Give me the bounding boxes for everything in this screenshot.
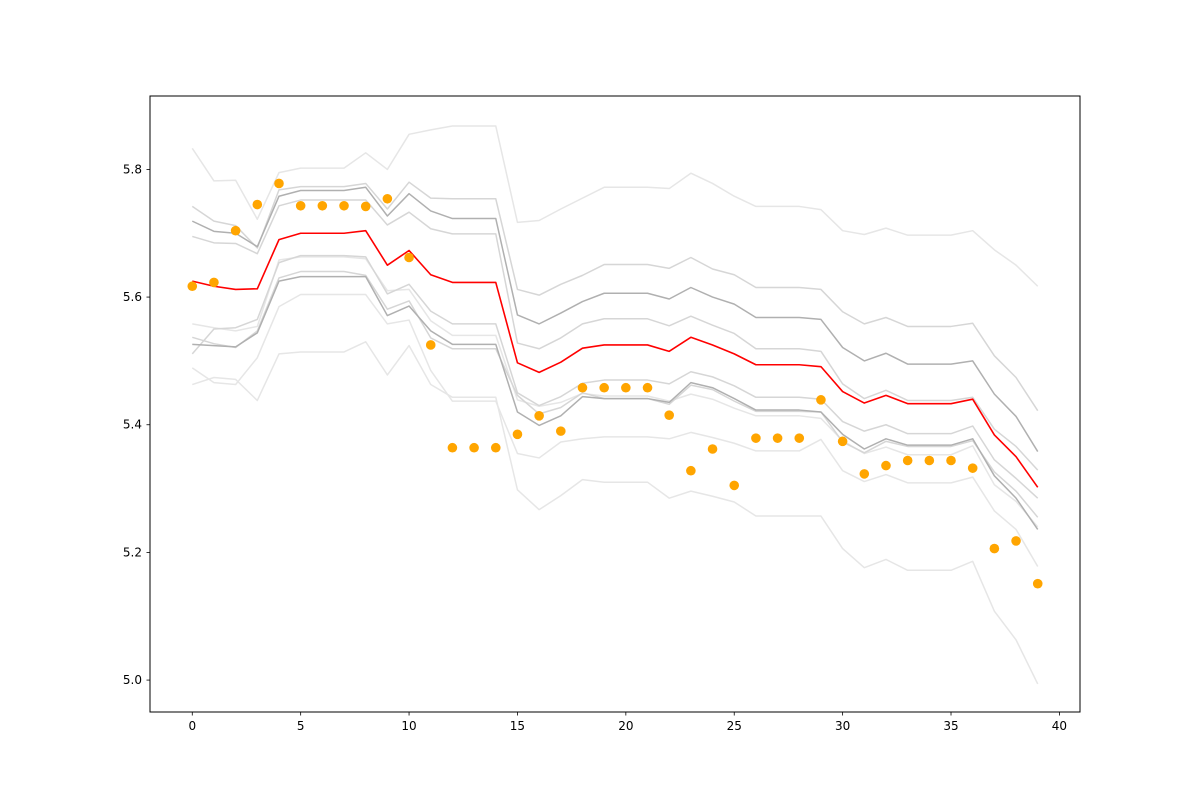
x-tick-label: 35	[943, 719, 958, 733]
x-axis: 0 5 10 15 20 25 30 35 40	[188, 712, 1067, 733]
observed-point	[230, 225, 241, 236]
band-line-7	[192, 199, 1039, 471]
x-tick-label: 0	[188, 719, 196, 733]
observed-point	[881, 460, 891, 471]
observed-point	[1032, 578, 1043, 589]
band-line-1	[191, 125, 1039, 287]
band-line-8	[191, 254, 1039, 499]
observed-point	[295, 200, 306, 211]
band-line-9	[191, 186, 1039, 452]
band-line-10	[192, 275, 1039, 530]
observed-point	[902, 455, 913, 466]
observed-point	[274, 178, 284, 189]
observed-point	[577, 382, 588, 393]
observed-point	[512, 429, 523, 440]
band-line-3	[192, 256, 1039, 528]
observed-point	[252, 199, 263, 210]
mean-line	[192, 229, 1039, 488]
observed-point	[967, 463, 978, 473]
x-tick-label: 10	[401, 719, 416, 733]
y-tick-label: 5.2	[123, 545, 142, 559]
observed-point	[686, 465, 696, 476]
observed-point	[707, 444, 718, 454]
observed-point	[946, 455, 956, 466]
observed-point	[772, 433, 783, 443]
observed-point	[360, 201, 371, 212]
y-tick-label: 5.6	[123, 290, 142, 304]
observed-point	[490, 442, 501, 453]
observed-point	[837, 436, 848, 447]
band-line-4	[191, 293, 1039, 567]
observed-point	[621, 382, 631, 393]
observed-point	[642, 382, 653, 393]
observed-point	[425, 340, 436, 350]
observed-point	[794, 433, 805, 443]
y-axis: 5.0 5.2 5.4 5.6 5.8	[123, 162, 150, 687]
x-tick-label: 30	[835, 719, 850, 733]
x-tick-label: 25	[727, 719, 742, 733]
series-layer	[187, 125, 1043, 685]
observed-point	[447, 442, 458, 453]
x-tick-label: 5	[297, 719, 305, 733]
x-tick-label: 40	[1052, 719, 1067, 733]
observed-point	[859, 469, 870, 479]
plot-frame	[149, 95, 1081, 713]
y-tick-label: 5.0	[123, 673, 142, 687]
observed-point	[556, 426, 566, 436]
band-line-2	[192, 341, 1039, 685]
observed-point	[209, 277, 219, 288]
observed-point	[404, 252, 414, 263]
observed-point	[816, 395, 826, 405]
observed-point	[469, 442, 479, 453]
observed-point	[534, 411, 544, 421]
y-tick-label: 5.4	[123, 418, 142, 432]
x-tick-label: 15	[510, 719, 525, 733]
observed-point	[599, 382, 609, 393]
band-line-5	[191, 181, 1039, 412]
observed-point	[339, 200, 349, 211]
observed-point	[664, 410, 674, 420]
y-tick-label: 5.8	[123, 162, 142, 176]
observed-point	[989, 543, 1000, 554]
observed-point	[729, 480, 740, 491]
observed-point	[382, 193, 393, 204]
observed-point	[1011, 536, 1021, 546]
observed-point	[924, 455, 935, 466]
observed-point	[751, 433, 761, 443]
observed-point	[187, 281, 198, 292]
observed-point	[317, 200, 328, 211]
x-tick-label: 20	[618, 719, 633, 733]
